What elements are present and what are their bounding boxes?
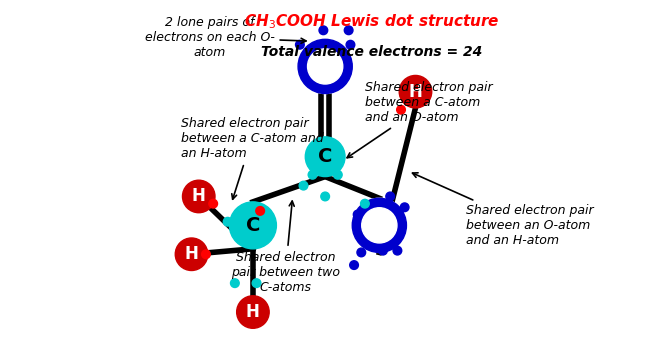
Text: O: O — [371, 216, 388, 235]
Text: 2 lone pairs of
electrons on each O-
atom: 2 lone pairs of electrons on each O- ato… — [144, 16, 306, 59]
Circle shape — [175, 238, 208, 270]
Circle shape — [234, 228, 243, 237]
Text: Shared electron
pair between two
C-atoms: Shared electron pair between two C-atoms — [231, 201, 340, 294]
Circle shape — [296, 40, 304, 49]
Circle shape — [252, 279, 261, 288]
Text: CH$_3$COOH Lewis dot structure: CH$_3$COOH Lewis dot structure — [245, 12, 500, 31]
Text: H: H — [185, 245, 198, 263]
Circle shape — [298, 39, 352, 94]
Circle shape — [308, 170, 317, 179]
Circle shape — [401, 203, 409, 211]
Circle shape — [349, 261, 358, 269]
Text: Shared electron pair
between a C-atom
and an O-atom: Shared electron pair between a C-atom an… — [347, 81, 493, 158]
Circle shape — [305, 137, 345, 177]
Circle shape — [209, 199, 218, 208]
Circle shape — [352, 198, 407, 253]
Circle shape — [321, 192, 329, 201]
Circle shape — [298, 39, 352, 94]
Circle shape — [299, 181, 308, 190]
Circle shape — [202, 250, 210, 258]
Circle shape — [319, 26, 328, 35]
Text: H: H — [246, 303, 260, 321]
Circle shape — [183, 180, 215, 213]
Text: Total valence electrons = 24: Total valence electrons = 24 — [261, 45, 482, 59]
Circle shape — [396, 106, 405, 114]
Text: Shared electron pair
between a C-atom and
an H-atom: Shared electron pair between a C-atom an… — [181, 117, 323, 199]
Text: O: O — [317, 57, 333, 76]
Text: H: H — [409, 83, 423, 101]
Circle shape — [223, 217, 232, 226]
Text: C: C — [318, 147, 333, 166]
Circle shape — [256, 206, 265, 215]
Circle shape — [308, 49, 343, 84]
Circle shape — [362, 208, 397, 243]
Circle shape — [393, 246, 402, 255]
Circle shape — [352, 198, 407, 253]
Circle shape — [237, 296, 269, 328]
Circle shape — [344, 26, 353, 35]
Circle shape — [357, 248, 366, 257]
Text: H: H — [192, 187, 206, 205]
Circle shape — [229, 202, 276, 249]
Circle shape — [230, 279, 239, 288]
Circle shape — [361, 199, 369, 208]
Circle shape — [353, 210, 362, 219]
Circle shape — [386, 192, 394, 201]
Text: C: C — [246, 216, 260, 235]
Circle shape — [333, 170, 342, 179]
Text: Shared electron pair
between an O-atom
and an H-atom: Shared electron pair between an O-atom a… — [413, 173, 593, 247]
Circle shape — [399, 75, 431, 108]
Circle shape — [378, 246, 387, 255]
Circle shape — [346, 40, 355, 49]
